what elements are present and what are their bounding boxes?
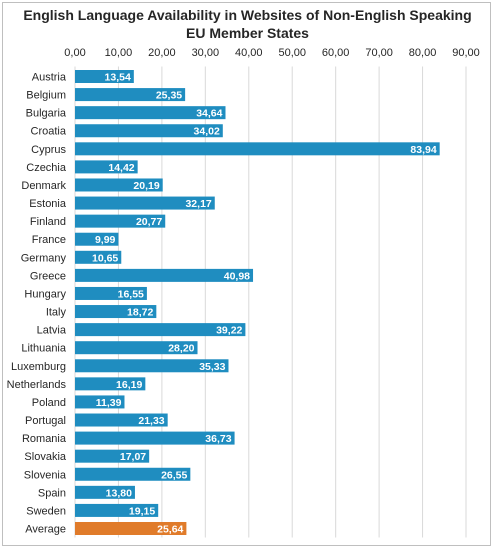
- data-label: 21,33: [138, 415, 164, 427]
- chart-title: English Language Availability in Website…: [0, 6, 495, 42]
- bar: [75, 286, 147, 300]
- bar: [75, 413, 168, 427]
- data-label: 9,99: [95, 234, 116, 246]
- category-label: Hungary: [24, 288, 66, 300]
- data-label: 20,19: [133, 180, 159, 192]
- category-label: Spain: [38, 487, 66, 499]
- bar: [75, 377, 146, 391]
- category-label: France: [32, 234, 66, 246]
- chart-title-line2: EU Member States: [186, 25, 309, 41]
- data-label: 39,22: [216, 325, 242, 337]
- bar: [75, 431, 235, 445]
- category-label: Slovenia: [24, 469, 67, 481]
- bar: [75, 467, 191, 481]
- bar: [75, 232, 119, 246]
- data-label: 83,94: [410, 144, 436, 156]
- data-label: 32,17: [185, 198, 211, 210]
- category-label: Cyprus: [31, 144, 66, 156]
- data-label: 34,02: [194, 126, 220, 138]
- data-label: 20,77: [136, 216, 162, 228]
- data-label: 14,42: [108, 162, 134, 174]
- category-label: Greece: [30, 270, 66, 282]
- category-label: Finland: [30, 216, 66, 228]
- data-label: 40,98: [224, 270, 250, 282]
- bar: [75, 124, 223, 138]
- data-label: 25,64: [157, 524, 183, 536]
- bar: [75, 395, 125, 409]
- bar: [75, 323, 246, 337]
- x-tick-label: 30,00: [192, 47, 220, 59]
- bar: [75, 196, 215, 210]
- data-label: 34,64: [196, 108, 222, 120]
- category-label: Romania: [22, 433, 67, 445]
- bar: [75, 142, 440, 156]
- category-label: Slovakia: [24, 451, 66, 463]
- x-tick-label: 80,00: [409, 47, 437, 59]
- category-label: Portugal: [25, 415, 66, 427]
- bar: [75, 70, 134, 83]
- category-label: Austria: [32, 72, 67, 84]
- x-tick-label: 60,00: [322, 47, 350, 59]
- data-label: 28,20: [168, 343, 194, 355]
- category-label: Belgium: [26, 90, 66, 102]
- data-label: 16,19: [116, 379, 142, 391]
- chart-title-line1: English Language Availability in Website…: [23, 7, 472, 23]
- x-tick-label: 0,00: [64, 47, 85, 59]
- bar: [75, 305, 157, 319]
- bar: [75, 503, 159, 517]
- data-label: 11,39: [96, 397, 122, 409]
- category-label: Croatia: [31, 126, 67, 138]
- category-label: Latvia: [37, 325, 67, 337]
- category-label: Lithuania: [21, 343, 67, 355]
- data-label: 13,54: [105, 72, 131, 84]
- x-tick-label: 90,00: [452, 47, 480, 59]
- x-tick-label: 10,00: [105, 47, 133, 59]
- bar: [75, 449, 150, 463]
- category-label: Italy: [46, 307, 67, 319]
- data-label: 19,15: [129, 505, 155, 517]
- category-label: Luxemburg: [11, 361, 66, 373]
- bar: [75, 250, 122, 264]
- category-label: Netherlands: [7, 379, 67, 391]
- data-label: 17,07: [120, 451, 146, 463]
- category-label: Sweden: [26, 505, 66, 517]
- data-label: 26,55: [161, 469, 187, 481]
- x-tick-label: 50,00: [278, 47, 306, 59]
- bar: [75, 106, 226, 120]
- x-tick-label: 40,00: [235, 47, 263, 59]
- data-label: 35,33: [199, 361, 225, 373]
- data-label: 25,35: [156, 90, 182, 102]
- x-tick-label: 70,00: [365, 47, 393, 59]
- bar: [75, 359, 229, 373]
- data-label: 10,65: [92, 252, 118, 264]
- bar: [75, 178, 163, 192]
- data-label: 36,73: [205, 433, 231, 445]
- bar: [75, 88, 186, 102]
- bar: [75, 160, 138, 174]
- average-bar: [75, 522, 187, 535]
- bar: [75, 214, 166, 228]
- category-label: Bulgaria: [26, 108, 67, 120]
- category-label: Average: [25, 524, 66, 536]
- category-label: Estonia: [29, 198, 67, 210]
- data-label: 16,55: [118, 288, 144, 300]
- category-label: Czechia: [26, 162, 67, 174]
- x-tick-label: 20,00: [148, 47, 176, 59]
- category-label: Germany: [21, 252, 67, 264]
- bar: [75, 341, 198, 355]
- category-label: Denmark: [21, 180, 66, 192]
- data-label: 18,72: [127, 307, 153, 319]
- category-label: Poland: [32, 397, 66, 409]
- data-label: 13,80: [106, 487, 132, 499]
- bar: [75, 268, 254, 282]
- bar: [75, 485, 135, 499]
